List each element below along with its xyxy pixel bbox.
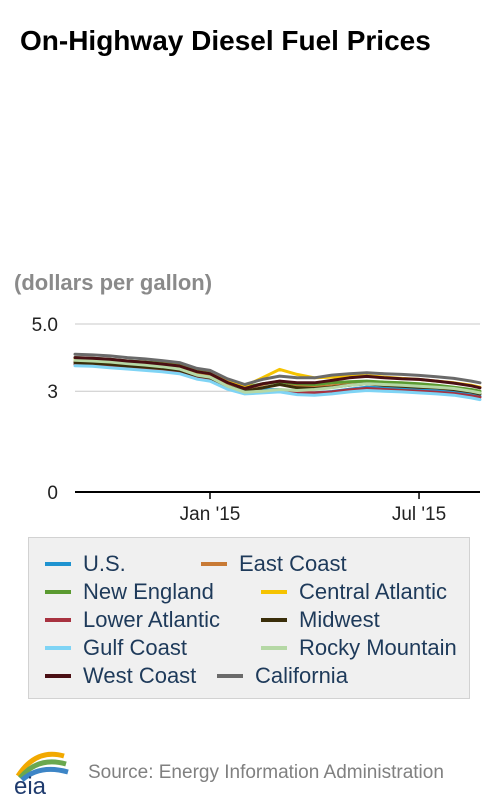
legend-label: New England [83, 579, 214, 604]
eia-logo-text: eia [14, 773, 47, 800]
series-line-west-coast [73, 356, 482, 390]
legend-item: U.S. [45, 550, 126, 578]
legend-item: Gulf Coast [45, 634, 187, 662]
legend-label: U.S. [83, 551, 126, 576]
legend-swatch [261, 646, 287, 650]
legend-label: Lower Atlantic [83, 607, 220, 632]
legend-item: Rocky Mountain [261, 634, 457, 662]
eia-logo-icon: eia [14, 751, 69, 800]
x-tick-label: Jul '15 [392, 504, 446, 525]
legend-label: West Coast [83, 663, 197, 688]
legend-swatch [261, 618, 287, 622]
legend-swatch [201, 562, 227, 566]
series-line-rocky-mountain [73, 358, 482, 395]
legend-label: Central Atlantic [299, 579, 447, 604]
legend-swatch [45, 674, 71, 678]
chart-title: On-Highway Diesel Fuel Prices [20, 25, 431, 56]
legend-swatch [45, 646, 71, 650]
legend-item: Central Atlantic [261, 578, 447, 606]
legend-label: Midwest [299, 607, 380, 632]
legend-item: East Coast [201, 550, 347, 578]
legend-swatch [217, 674, 243, 678]
legend-label: Gulf Coast [83, 635, 187, 660]
legend-label: East Coast [239, 551, 347, 576]
series-line-california [73, 352, 482, 386]
legend-item: California [217, 662, 348, 690]
footer: eia Source: Energy Information Administr… [0, 744, 500, 800]
legend-item: Midwest [261, 606, 380, 634]
legend-swatch [45, 562, 71, 566]
chart-legend: U.S. East Coast New England Central Atlanti… [28, 537, 470, 699]
legend-item: Lower Atlantic [45, 606, 220, 634]
legend-label: California [255, 663, 348, 688]
y-tick-label: 0 [47, 483, 58, 504]
line-chart: 0 3 5.0 Jan '15 Jul '15 [32, 315, 482, 525]
legend-item: New England [45, 578, 214, 606]
source-text: Source: Energy Information Administratio… [88, 762, 444, 783]
legend-swatch [261, 590, 287, 594]
x-tick-label: Jan '15 [180, 504, 241, 525]
series-line-gulf-coast [73, 364, 482, 402]
units-label: (dollars per gallon) [14, 270, 213, 295]
y-tick-label: 3 [47, 382, 58, 403]
y-tick-label: 5.0 [32, 315, 58, 336]
legend-swatch [45, 618, 71, 622]
legend-label: Rocky Mountain [299, 635, 457, 660]
legend-item: West Coast [45, 662, 196, 690]
legend-swatch [45, 590, 71, 594]
